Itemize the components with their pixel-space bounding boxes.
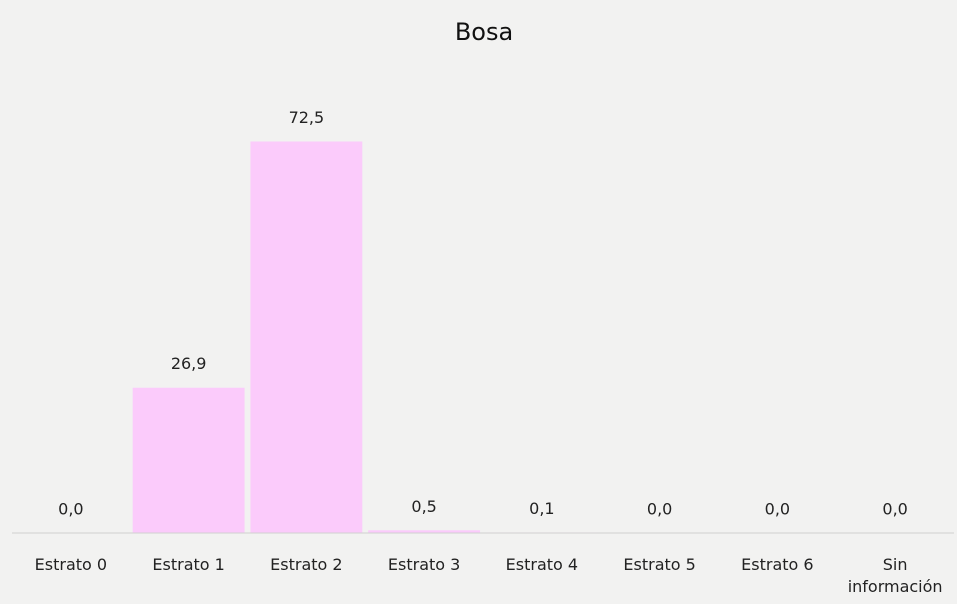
x-tick-label: Estrato 3 [387,555,461,574]
x-tick-label: Estrato 1 [152,555,225,574]
x-tick-label: Estrato 2 [270,555,343,574]
value-label: 26,9 [171,354,207,373]
x-tick-label: Estrato 0 [34,555,108,574]
x-tick-label: Estrato 4 [505,555,579,574]
x-tick-label: Estrato 5 [623,555,696,574]
value-label: 0,0 [647,500,672,519]
value-label: 0,0 [58,500,83,519]
chart-title: Bosa [455,18,513,46]
value-label: 0,1 [529,499,554,518]
x-tick-label: Sin información [847,555,943,596]
bar [250,141,363,533]
bar [368,530,481,533]
value-label: 0,5 [411,497,436,516]
value-label: 0,0 [882,500,907,519]
value-label: 72,5 [289,108,325,127]
x-tick-label: Estrato 6 [741,555,814,574]
value-label: 0,0 [765,500,790,519]
bar [132,387,245,533]
